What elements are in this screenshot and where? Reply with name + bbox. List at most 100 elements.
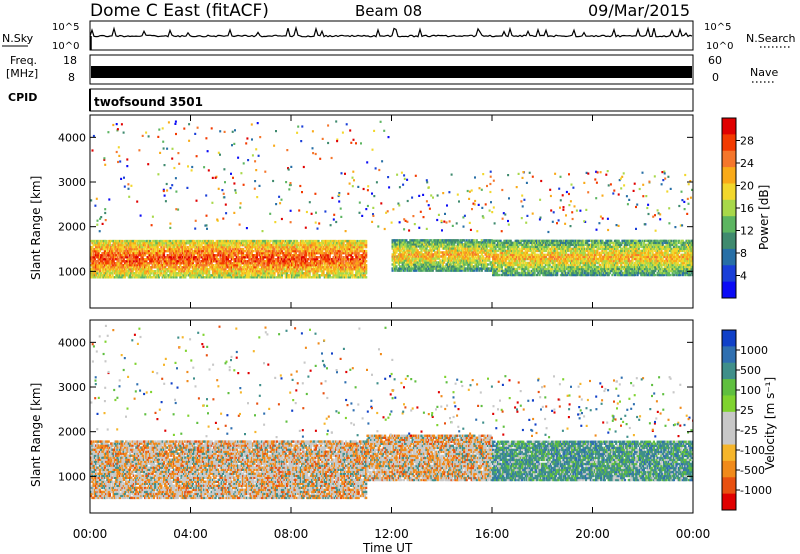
heatmap-cell: [184, 256, 187, 259]
heatmap-cell: [149, 268, 152, 271]
heatmap-cell: [464, 245, 467, 248]
heatmap-cell: [279, 256, 282, 259]
heatmap-cell: [142, 254, 145, 257]
heatmap-cell: [258, 260, 261, 263]
heatmap-cell: [446, 243, 449, 246]
heatmap-cell: [145, 258, 148, 261]
heatmap-cell: [395, 249, 398, 252]
heatmap-cell: [188, 239, 191, 243]
heatmap-cell: [177, 241, 181, 245]
heatmap-cell: [199, 262, 202, 265]
heatmap-cell: [255, 270, 258, 273]
heatmap-cell: [532, 271, 535, 275]
heatmap-cell: [302, 256, 305, 259]
heatmap-cell: [356, 260, 359, 263]
heatmap-cell: [357, 272, 360, 275]
heatmap-cell: [134, 243, 137, 247]
heatmap-cell: [233, 272, 236, 275]
heatmap-cell: [520, 253, 524, 257]
heatmap-cell: [469, 249, 472, 252]
heatmap-cell: [508, 255, 511, 259]
heatmap-cell: [341, 258, 344, 261]
heatmap-cell: [135, 258, 138, 261]
heatmap-cell: [258, 274, 261, 277]
heatmap-cell: [184, 243, 187, 247]
heatmap-cell: [525, 239, 529, 243]
heatmap-cell: [439, 263, 442, 266]
heatmap-cell: [395, 267, 398, 270]
heatmap-cell: [478, 257, 481, 260]
heatmap-cell: [102, 247, 105, 251]
heatmap-cell: [100, 256, 103, 259]
heatmap-cell: [404, 239, 407, 242]
heatmap-cell: [429, 261, 432, 264]
heatmap-cell: [147, 270, 150, 273]
heatmap-cell: [465, 253, 468, 256]
heatmap-cell: [293, 264, 296, 267]
heatmap-cell: [469, 257, 472, 260]
heatmap-cell: [508, 261, 511, 265]
heatmap-cell: [200, 266, 203, 269]
heatmap-cell: [100, 274, 103, 277]
heatmap-cell: [333, 262, 336, 265]
heatmap-cell: [165, 239, 168, 243]
heatmap-cell: [250, 276, 253, 279]
heatmap-cell: [118, 262, 122, 265]
heatmap-cell: [278, 254, 281, 257]
heatmap-cell: [146, 243, 149, 247]
heatmap-cell: [291, 249, 294, 253]
heatmap-cell: [161, 243, 164, 247]
heatmap-cell: [190, 272, 193, 275]
heatmap-cell: [440, 255, 443, 258]
heatmap-cell: [411, 255, 414, 258]
heatmap-cell: [395, 261, 398, 264]
heatmap-cell: [318, 262, 321, 265]
heatmap-cell: [476, 249, 480, 252]
heatmap-cell: [309, 243, 312, 247]
heatmap-cell: [303, 247, 306, 251]
heatmap-cell: [528, 273, 531, 277]
heatmap-cell: [115, 241, 118, 245]
heatmap-cell: [430, 257, 433, 260]
heatmap-cell: [137, 239, 140, 243]
heatmap-cell: [201, 264, 204, 267]
heatmap-cell: [480, 257, 483, 260]
heatmap-cell: [318, 245, 321, 249]
heatmap-cell: [191, 243, 194, 247]
heatmap-cell: [139, 272, 142, 275]
heatmap-cell: [500, 253, 503, 257]
heatmap-cell: [515, 241, 519, 245]
heatmap-cell: [528, 249, 531, 253]
heatmap-cell: [223, 260, 226, 263]
heatmap-cell: [482, 267, 485, 270]
heatmap-cell: [136, 256, 139, 259]
heatmap-cell: [296, 274, 299, 277]
heatmap-cell: [267, 262, 270, 265]
heatmap-cell: [397, 267, 400, 270]
heatmap-cell: [317, 262, 320, 265]
heatmap-cell: [525, 251, 529, 255]
heatmap-cell: [195, 251, 198, 255]
heatmap-cell: [410, 263, 413, 266]
heatmap-cell: [323, 258, 326, 261]
heatmap-cell: [523, 253, 526, 257]
heatmap-cell: [164, 262, 167, 265]
heatmap-cell: [149, 243, 152, 247]
heatmap-cell: [122, 256, 125, 259]
heatmap-cell: [166, 274, 169, 277]
heatmap-cell: [316, 276, 319, 279]
heatmap-cell: [244, 239, 247, 243]
heatmap-cell: [363, 260, 367, 263]
heatmap-cell: [156, 245, 159, 249]
heatmap-cell: [319, 251, 323, 255]
heatmap-cell: [348, 266, 351, 269]
heatmap-cell: [470, 241, 473, 244]
heatmap-cell: [326, 249, 329, 253]
heatmap-cell: [113, 247, 117, 251]
heatmap-cell: [326, 256, 329, 259]
heatmap-cell: [184, 264, 187, 267]
heatmap-cell: [200, 272, 203, 275]
heatmap-cell: [211, 272, 215, 275]
heatmap-cell: [287, 243, 290, 247]
heatmap-cell: [237, 239, 240, 243]
